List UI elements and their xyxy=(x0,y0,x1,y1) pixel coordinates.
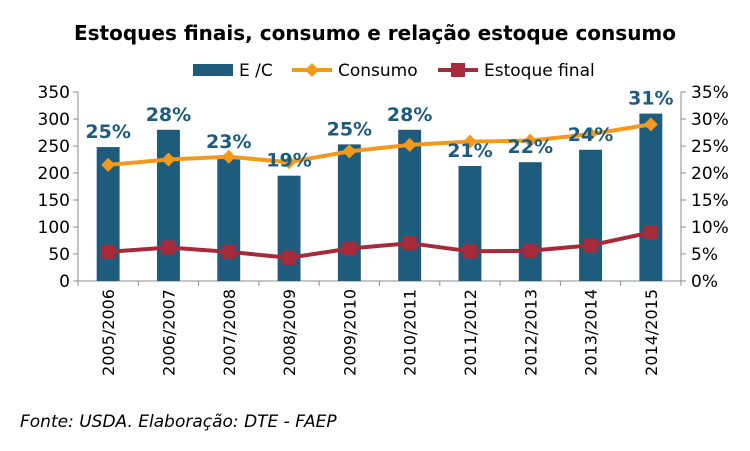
x-tick-label: 2013/2014 xyxy=(582,289,601,376)
x-tick-label: 2011/2012 xyxy=(461,289,480,376)
line-point xyxy=(342,144,357,159)
source-note: Fonte: USDA. Elaboração: DTE - FAEP xyxy=(20,412,337,432)
bar-data-label: 25% xyxy=(327,118,372,140)
bar xyxy=(398,129,422,281)
line-point xyxy=(402,236,417,251)
line-point xyxy=(643,117,658,132)
bar xyxy=(518,162,542,281)
series-line xyxy=(107,122,652,167)
x-tick-label: 2006/2007 xyxy=(159,289,178,376)
line-point xyxy=(161,240,176,255)
bar-data-label: 28% xyxy=(387,104,432,126)
bar-data-label: 24% xyxy=(568,124,613,146)
bar-data-label: 21% xyxy=(447,140,492,162)
bar xyxy=(579,149,603,281)
bar xyxy=(337,144,361,281)
y-right-tick-label: 20% xyxy=(691,164,729,184)
line-point xyxy=(462,244,477,259)
legend-marker xyxy=(305,63,319,77)
line-point xyxy=(101,244,116,259)
y-left-tick-label: 300 xyxy=(38,110,70,130)
bar-data-label: 23% xyxy=(206,131,251,153)
legend-label: Consumo xyxy=(338,61,418,81)
bar-data-label: 19% xyxy=(266,150,311,172)
y-right-tick-label: 5% xyxy=(691,245,718,265)
x-tick-label: 2014/2015 xyxy=(642,289,661,376)
legend-swatch xyxy=(193,64,233,76)
y-left-tick-label: 200 xyxy=(38,164,70,184)
x-tick-label: 2009/2010 xyxy=(340,289,359,376)
line-point xyxy=(643,225,658,240)
bar-data-label: 22% xyxy=(508,136,553,158)
series-line xyxy=(108,230,652,260)
y-left-tick-label: 50 xyxy=(48,245,70,265)
legend: E /C Consumo Estoque final xyxy=(193,61,595,81)
y-left-tick-label: 0 xyxy=(59,272,70,292)
y-left-tick-label: 100 xyxy=(38,218,70,238)
line-point xyxy=(523,133,538,148)
x-tick-label: 2008/2009 xyxy=(280,289,299,376)
y-right-tick-label: 0% xyxy=(691,272,718,292)
y-right-tick-label: 10% xyxy=(691,218,729,238)
line-point xyxy=(282,250,297,265)
legend-marker xyxy=(451,63,465,77)
line-point xyxy=(402,137,417,152)
line-point xyxy=(221,149,236,164)
line-point xyxy=(161,152,176,167)
y-right-tick-label: 25% xyxy=(691,137,729,157)
bar-data-label: 28% xyxy=(146,104,191,126)
bar xyxy=(458,165,482,281)
plot-area: 0 50 100 150 200 250 300 350 0% 5% 10% 15% 20% 25% 30%… xyxy=(38,83,729,376)
y-left-tick-label: 350 xyxy=(38,83,70,103)
bar xyxy=(639,113,663,281)
line-point xyxy=(583,238,598,253)
x-tick-label: 2007/2008 xyxy=(220,289,239,376)
bar xyxy=(217,156,241,281)
bar xyxy=(277,175,301,281)
y-right-tick-label: 35% xyxy=(691,83,729,103)
chart-title: Estoques finais, consumo e relação estoq… xyxy=(74,21,676,45)
line-point xyxy=(282,155,297,170)
line-point xyxy=(523,243,538,258)
line-point xyxy=(583,127,598,142)
line-point xyxy=(342,241,357,256)
legend-label: E /C xyxy=(239,61,273,81)
line-point xyxy=(101,157,116,172)
y-right-tick-label: 15% xyxy=(691,191,729,211)
bar-data-label: 25% xyxy=(85,121,130,143)
legend-label: Estoque final xyxy=(484,61,595,81)
line-point xyxy=(462,134,477,149)
x-tick-label: 2010/2011 xyxy=(401,289,420,376)
y-left-tick-label: 250 xyxy=(38,137,70,157)
y-left-tick-label: 150 xyxy=(38,191,70,211)
y-right-tick-label: 30% xyxy=(691,110,729,130)
bar-data-label: 31% xyxy=(628,88,673,110)
x-tick-label: 2005/2006 xyxy=(99,289,118,376)
line-point xyxy=(221,244,236,259)
x-tick-label: 2012/2013 xyxy=(521,289,540,376)
bar xyxy=(156,129,180,281)
